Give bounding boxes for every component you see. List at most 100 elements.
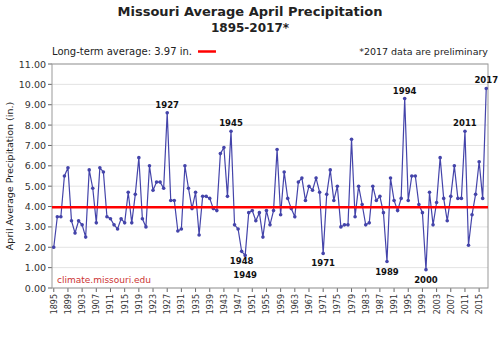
x-tick: [53, 288, 54, 292]
data-point: [219, 152, 223, 156]
data-point: [144, 225, 148, 229]
x-tick: [422, 288, 423, 292]
data-point: [215, 209, 219, 213]
grid-line: [52, 186, 488, 187]
subtitle: 1895-2017*: [211, 21, 290, 35]
x-tick: [153, 288, 154, 292]
data-point: [442, 197, 446, 201]
data-point: [229, 129, 233, 133]
x-tick: [464, 288, 465, 292]
y-tick-label: 4.00: [25, 201, 46, 212]
data-point: [371, 184, 375, 188]
x-tick: [436, 288, 437, 292]
data-point: [204, 195, 208, 199]
data-point: [350, 138, 354, 142]
data-point: [59, 215, 63, 219]
x-tick-label: 1999: [418, 294, 427, 314]
data-point: [183, 164, 187, 168]
data-point: [293, 215, 297, 219]
data-point: [339, 225, 343, 229]
annotation: 1945: [219, 118, 243, 128]
grid-line: [52, 84, 488, 85]
data-point: [116, 227, 120, 231]
data-point: [77, 219, 81, 223]
y-tick-label: 0.00: [25, 283, 46, 294]
data-point: [438, 156, 442, 160]
data-point: [87, 168, 91, 172]
data-point: [165, 111, 169, 115]
data-point: [311, 188, 315, 192]
data-point: [162, 186, 166, 190]
y-tick-label: 2.00: [25, 242, 46, 253]
data-point: [353, 215, 357, 219]
data-point: [197, 233, 201, 237]
data-point: [126, 190, 130, 194]
data-point: [428, 190, 432, 194]
x-tick: [195, 288, 196, 292]
data-point: [336, 184, 340, 188]
data-point: [91, 186, 95, 190]
x-tick-label: 1903: [78, 294, 87, 314]
x-tick-label: 1943: [220, 294, 229, 314]
data-point: [286, 197, 290, 201]
data-point: [375, 199, 379, 203]
data-point: [307, 184, 311, 188]
annotation: 1949: [233, 270, 257, 280]
x-tick-label: 1975: [333, 294, 342, 314]
data-point: [52, 245, 56, 249]
x-tick-label: 1959: [277, 294, 286, 314]
data-point: [172, 199, 176, 203]
data-point: [169, 199, 173, 203]
data-point: [470, 213, 474, 217]
data-point: [258, 211, 262, 215]
data-point: [346, 223, 350, 227]
data-point: [403, 97, 407, 101]
data-point: [180, 227, 184, 231]
data-point: [300, 176, 304, 180]
data-point: [357, 184, 361, 188]
data-point: [325, 193, 329, 197]
x-tick-label: 2011: [461, 294, 470, 314]
data-point: [112, 223, 116, 227]
data-point: [187, 186, 191, 190]
annotations: 1927194519481949197119891994200020112017: [155, 75, 498, 284]
grid-line: [52, 104, 488, 105]
x-tick-label: 1911: [106, 294, 115, 314]
x-tick: [365, 288, 366, 292]
data-point: [314, 176, 318, 180]
data-point: [467, 243, 471, 247]
y-tick-label: 10.00: [19, 79, 46, 90]
data-point: [109, 217, 113, 221]
y-tick: [48, 206, 52, 207]
data-point: [56, 215, 60, 219]
x-tick: [138, 288, 139, 292]
plot-frame: [52, 64, 488, 288]
data-point: [176, 229, 180, 233]
x-tick-label: 1995: [404, 294, 413, 314]
grid-line: [52, 165, 488, 166]
data-point: [102, 170, 106, 174]
x-tick-label: 1915: [121, 294, 130, 314]
y-tick: [48, 247, 52, 248]
y-tick-label: 8.00: [25, 120, 46, 131]
data-point: [318, 190, 322, 194]
x-tick-label: 1991: [390, 294, 399, 314]
data-point: [137, 156, 141, 160]
source: climate.missouri.edu: [57, 275, 151, 285]
axes: 0.001.002.003.004.005.006.007.008.009.00…: [19, 59, 488, 315]
data-point: [84, 235, 88, 239]
data-point: [240, 250, 244, 254]
note: *2017 data are preliminary: [359, 46, 488, 57]
data-point: [247, 211, 251, 215]
data-point: [297, 180, 301, 184]
x-tick: [394, 288, 395, 292]
y-tick: [48, 186, 52, 187]
data-point: [392, 199, 396, 203]
x-tick-label: 1951: [248, 294, 257, 314]
data-point: [282, 170, 286, 174]
data-point: [417, 203, 421, 207]
x-tick: [110, 288, 111, 292]
x-tick-label: 1967: [305, 294, 314, 314]
data-point: [268, 223, 272, 227]
x-tick-label: 1907: [92, 294, 101, 314]
